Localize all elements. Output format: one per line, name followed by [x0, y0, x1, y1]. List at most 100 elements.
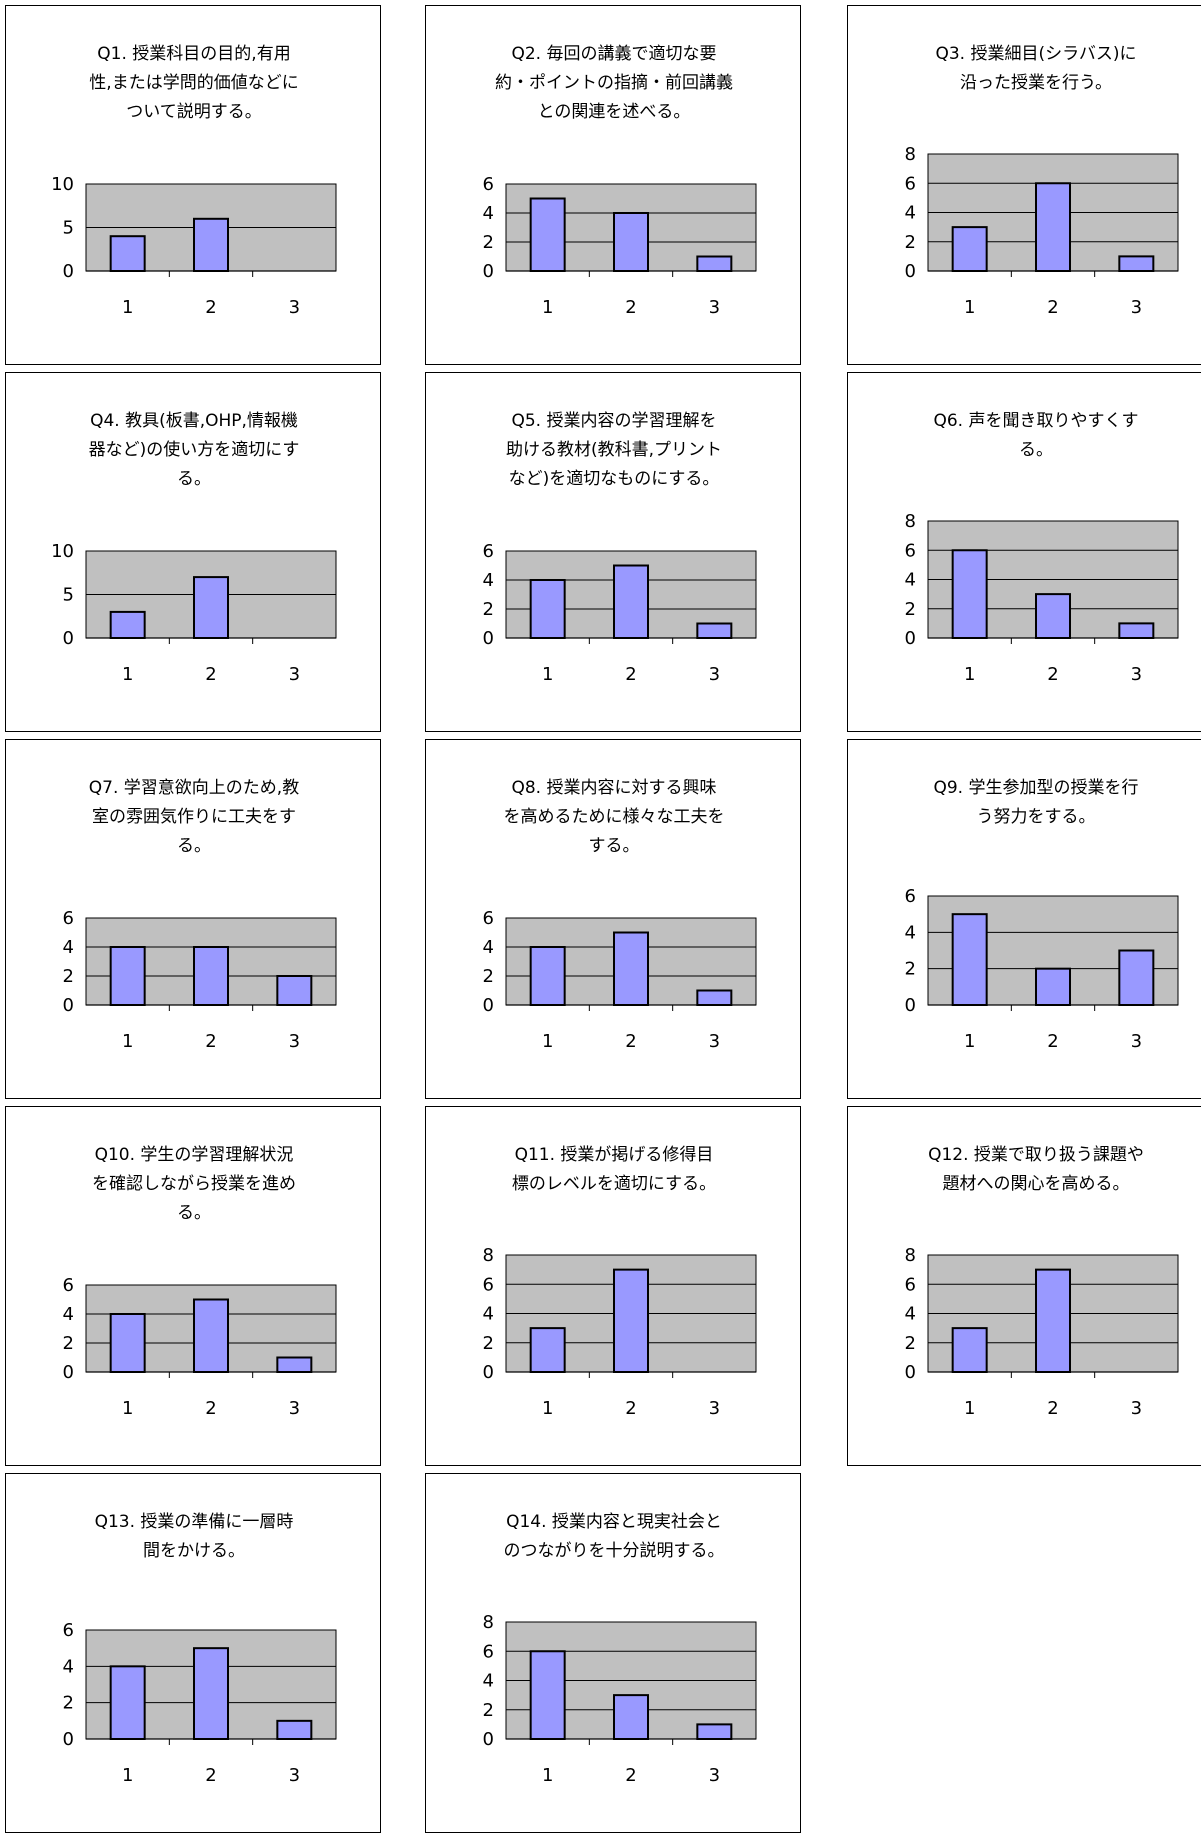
- y-tick-label: 0: [63, 628, 74, 649]
- x-tick-label: 3: [1131, 664, 1142, 685]
- chart-panel-q12: Q12. 授業で取り扱う課題や 題材への関心を高める。 0 2 4 6 8 1 2 3: [847, 1106, 1201, 1466]
- bar: [951, 1327, 988, 1373]
- bar: [951, 549, 988, 639]
- bar-chart: 0 2 4 6 1 2 3: [483, 541, 757, 685]
- x-tick-label: 3: [709, 1398, 720, 1419]
- y-tick-label: 2: [905, 232, 916, 253]
- x-tick-label: 2: [205, 297, 216, 318]
- bar: [109, 610, 146, 639]
- chart-title: Q2. 毎回の講義で適切な要 約・ポイントの指摘・前回講義 との関連を述べる。: [495, 44, 733, 122]
- y-tick-label: 10: [51, 174, 74, 195]
- chart-title: Q1. 授業科目の目的,有用 性,または学問的価値などに ついて説明する。: [89, 44, 299, 122]
- x-tick-label: 3: [289, 664, 300, 685]
- x-tick-label: 1: [964, 664, 975, 685]
- bar: [696, 622, 733, 639]
- y-tick-label: 6: [483, 541, 494, 562]
- y-tick-label: 4: [905, 570, 916, 591]
- x-tick-label: 2: [1047, 664, 1058, 685]
- y-tick-label: 2: [905, 599, 916, 620]
- chart-title: Q14. 授業内容と現実社会と のつながりを十分説明する。: [503, 1512, 725, 1561]
- x-tick-label: 1: [964, 297, 975, 318]
- y-tick-label: 6: [483, 174, 494, 195]
- x-tick-label: 1: [122, 1765, 133, 1786]
- x-tick-label: 1: [964, 1398, 975, 1419]
- bar-chart: 0 2 4 6 8 1 2 3: [905, 511, 1179, 685]
- bar: [276, 1719, 313, 1740]
- bar: [109, 1313, 146, 1373]
- y-tick-label: 6: [905, 1274, 916, 1295]
- bar: [109, 1665, 146, 1740]
- x-tick-label: 2: [205, 664, 216, 685]
- bar: [613, 212, 649, 272]
- y-tick-label: 2: [483, 599, 494, 620]
- bar: [276, 975, 313, 1006]
- y-tick-label: 4: [483, 203, 494, 224]
- bar: [193, 946, 229, 1006]
- bar: [1118, 949, 1155, 1006]
- y-tick-label: 10: [51, 541, 74, 562]
- y-tick-label: 0: [905, 261, 916, 282]
- y-tick-label: 8: [483, 1245, 494, 1266]
- bar: [193, 576, 229, 640]
- y-tick-label: 6: [905, 886, 916, 907]
- bar: [1035, 593, 1071, 639]
- x-tick-label: 1: [964, 1031, 975, 1052]
- y-tick-label: 2: [63, 1333, 74, 1354]
- y-tick-label: 4: [905, 1304, 916, 1325]
- chart-title: Q4. 教具(板書,OHP,情報機 器など)の使い方を適切にす る。: [88, 411, 300, 489]
- x-tick-label: 2: [625, 1398, 636, 1419]
- chart-title: Q9. 学生参加型の授業を行 う努力をする。: [933, 778, 1139, 827]
- chart-panel-q8: Q8. 授業内容に対する興味 を高めるために様々な工夫を する。 0 2 4 6 1 2 3: [425, 739, 801, 1099]
- x-tick-label: 3: [709, 1031, 720, 1052]
- bar: [613, 1268, 649, 1373]
- bar: [613, 931, 649, 1006]
- x-tick-label: 1: [542, 1031, 553, 1052]
- x-tick-label: 2: [1047, 297, 1058, 318]
- chart-panel-q3: Q3. 授業細目(シラバス)に 沿った授業を行う。 0 2 4 6 8 1 2 3: [847, 5, 1201, 365]
- chart-title: Q6. 声を聞き取りやすくす る。: [933, 411, 1139, 460]
- chart-panel-q6: Q6. 声を聞き取りやすくす る。 0 2 4 6 8 1 2 3: [847, 372, 1201, 732]
- chart-panel-q10: Q10. 学生の学習理解状況 を確認しながら授業を進め る。 0 2 4 6 1 2 3: [5, 1106, 381, 1466]
- bar: [109, 946, 146, 1006]
- y-tick-label: 6: [63, 1275, 74, 1296]
- y-tick-label: 0: [483, 1729, 494, 1750]
- bar: [613, 564, 649, 639]
- y-tick-label: 6: [483, 1641, 494, 1662]
- y-tick-label: 4: [483, 1671, 494, 1692]
- bar-chart: 0 2 4 6 1 2 3: [63, 908, 337, 1052]
- chart-title: Q10. 学生の学習理解状況 を確認しながら授業を進め る。: [92, 1145, 296, 1223]
- bar: [193, 217, 229, 273]
- y-tick-label: 8: [483, 1612, 494, 1633]
- chart-panel-q9: Q9. 学生参加型の授業を行 う努力をする。 0 2 4 6 1 2 3: [847, 739, 1201, 1099]
- chart-title: Q7. 学習意欲向上のため,教 室の雰囲気作りに工夫をす る。: [88, 778, 300, 856]
- y-tick-label: 2: [483, 232, 494, 253]
- x-tick-label: 3: [1131, 1031, 1142, 1052]
- y-tick-label: 0: [905, 995, 916, 1016]
- y-tick-label: 4: [905, 203, 916, 224]
- chart-panel-q5: Q5. 授業内容の学習理解を 助ける教材(教科書,プリント など)を適切なものに…: [425, 372, 801, 732]
- bar: [1035, 182, 1071, 272]
- x-tick-label: 3: [289, 1031, 300, 1052]
- y-tick-label: 0: [63, 995, 74, 1016]
- chart-title: Q5. 授業内容の学習理解を 助ける教材(教科書,プリント など)を適切なものに…: [505, 411, 723, 489]
- x-tick-label: 3: [709, 664, 720, 685]
- y-tick-label: 4: [905, 922, 916, 943]
- y-tick-label: 2: [483, 1700, 494, 1721]
- chart-panel-q4: Q4. 教具(板書,OHP,情報機 器など)の使い方を適切にす る。 0 5 10 1 2…: [5, 372, 381, 732]
- x-tick-label: 1: [542, 664, 553, 685]
- chart-panel-q14: Q14. 授業内容と現実社会と のつながりを十分説明する。 0 2 4 6 8 1 2 3: [425, 1473, 801, 1833]
- bar: [193, 1298, 229, 1373]
- bar: [193, 1647, 229, 1741]
- chart-panel-q2: Q2. 毎回の講義で適切な要 約・ポイントの指摘・前回講義 との関連を述べる。 0…: [425, 5, 801, 365]
- y-tick-label: 0: [905, 628, 916, 649]
- bar: [613, 1694, 649, 1740]
- chart-title: Q3. 授業細目(シラバス)に 沿った授業を行う。: [935, 44, 1137, 93]
- y-tick-label: 8: [905, 511, 916, 532]
- y-tick-label: 5: [63, 218, 74, 239]
- y-tick-label: 4: [483, 937, 494, 958]
- x-tick-label: 3: [289, 1398, 300, 1419]
- bar: [696, 255, 733, 272]
- x-tick-label: 3: [289, 1765, 300, 1786]
- bar: [696, 989, 733, 1006]
- y-tick-label: 0: [63, 261, 74, 282]
